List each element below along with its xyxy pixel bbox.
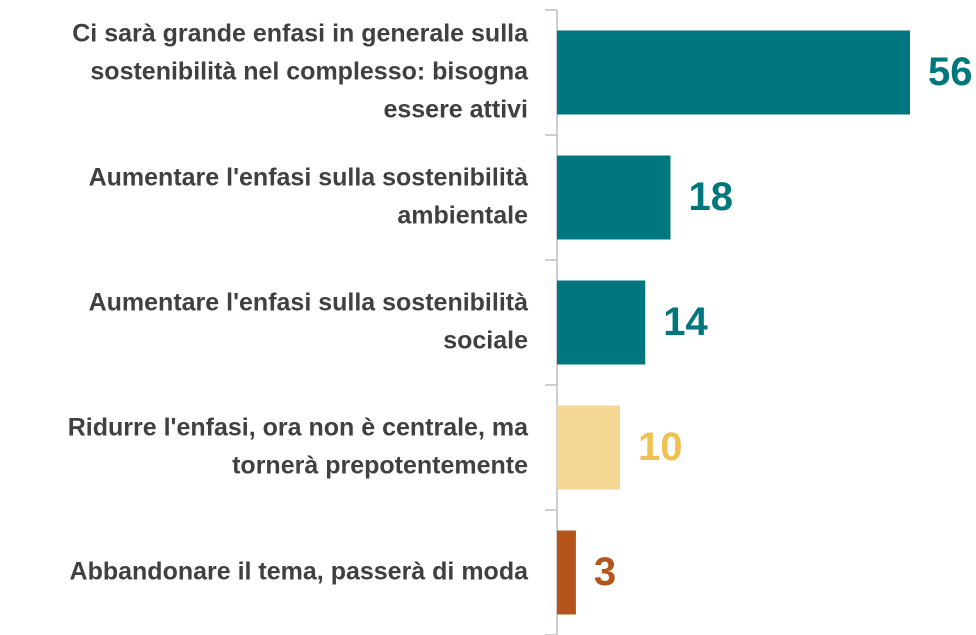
category-label: Aumentare l'enfasi sulla sostenibilità am… <box>89 163 529 229</box>
category-label: Ridurre l'enfasi, ora non è centrale, ma… <box>68 413 529 479</box>
value-label: 3 <box>594 550 616 594</box>
bar <box>557 280 646 365</box>
bar <box>557 30 910 115</box>
bar <box>557 405 621 490</box>
value-label: 10 <box>638 425 683 469</box>
category-label: Aumentare l'enfasi sulla sostenibilità so… <box>89 288 529 354</box>
bar <box>557 155 671 240</box>
value-label: 18 <box>688 175 733 219</box>
bar <box>557 530 576 615</box>
category-label: Abbandonare il tema, passerà di moda <box>70 557 530 585</box>
value-label: 56 <box>928 50 973 94</box>
category-label: Ci sarà grande enfasi in generale sulla s… <box>72 19 529 123</box>
value-label: 14 <box>663 300 708 344</box>
